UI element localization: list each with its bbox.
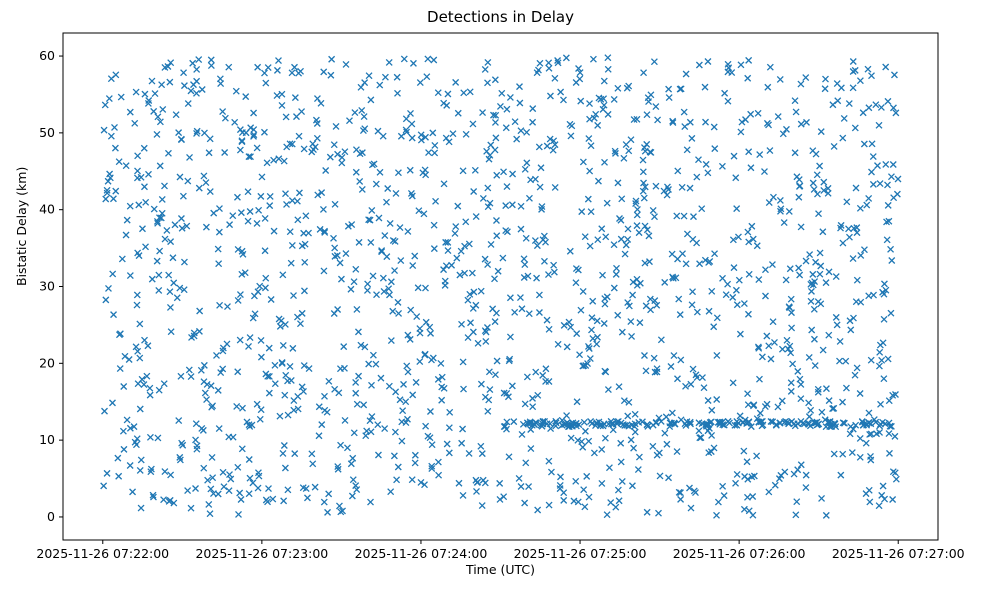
x-tick-label: 2025-11-26 07:25:00 (514, 546, 647, 561)
y-tick-label: 60 (39, 48, 55, 63)
x-tick-label: 2025-11-26 07:22:00 (36, 546, 169, 561)
chart-title: Detections in Delay (427, 8, 574, 26)
y-tick-label: 40 (39, 202, 55, 217)
x-tick-label: 2025-11-26 07:27:00 (832, 546, 965, 561)
y-tick-label: 30 (39, 279, 55, 294)
y-tick-label: 50 (39, 125, 55, 140)
y-tick-label: 10 (39, 432, 55, 447)
data-points (100, 54, 902, 519)
x-tick-label: 2025-11-26 07:24:00 (355, 546, 488, 561)
x-tick-label: 2025-11-26 07:23:00 (195, 546, 328, 561)
x-tick-label: 2025-11-26 07:26:00 (673, 546, 806, 561)
x-axis-label: Time (UTC) (465, 562, 536, 577)
y-tick-label: 20 (39, 355, 55, 370)
axes-spines (62, 32, 939, 541)
y-tick-label: 0 (47, 509, 55, 524)
